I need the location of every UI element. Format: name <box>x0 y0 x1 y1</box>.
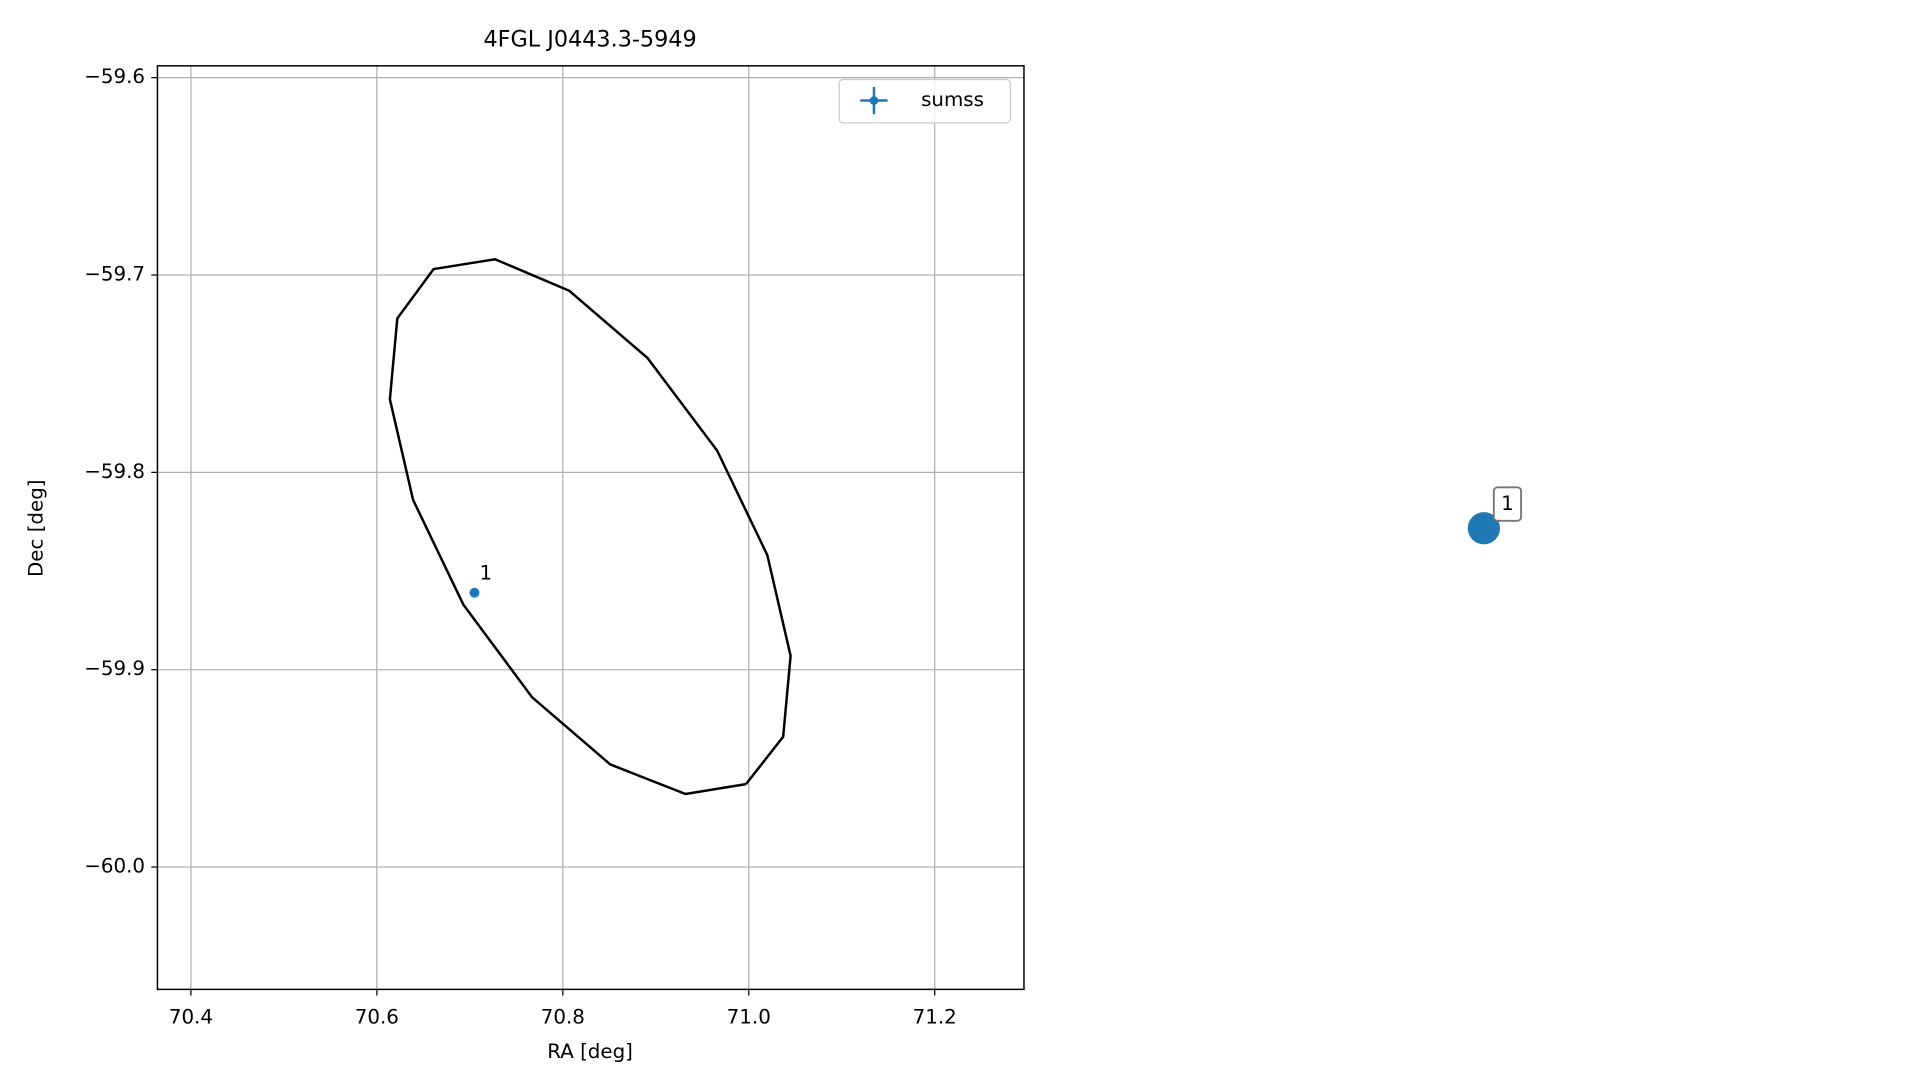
legend-marker <box>869 96 879 105</box>
x-tick-label: 70.8 <box>541 1005 585 1028</box>
highlight-marker <box>1467 512 1500 545</box>
contour-line <box>388 257 792 796</box>
y-tick-label: −59.6 <box>84 65 145 88</box>
legend-box <box>838 78 1011 124</box>
highlight-label: 1 <box>1501 492 1514 515</box>
y-tick-label: −59.7 <box>84 263 145 286</box>
y-tick-label: −59.9 <box>84 657 145 680</box>
plot-frame <box>156 65 1025 991</box>
y-tick-label: −60.0 <box>84 855 145 878</box>
x-tick-label: 70.6 <box>355 1005 399 1028</box>
y-axis-label: Dec [deg] <box>25 479 48 577</box>
data-point <box>469 587 480 598</box>
chart-title: 4FGL J0443.3-5949 <box>483 26 696 52</box>
y-tick-label: −59.8 <box>84 460 145 483</box>
highlight-label-box <box>1492 486 1522 522</box>
x-tick-label: 71.0 <box>727 1005 771 1028</box>
x-axis-label: RA [deg] <box>547 1040 633 1063</box>
point-label: 1 <box>479 562 492 585</box>
x-tick-label: 70.4 <box>169 1005 213 1028</box>
x-tick-label: 71.2 <box>913 1005 957 1028</box>
legend-label: sumss <box>921 88 984 111</box>
